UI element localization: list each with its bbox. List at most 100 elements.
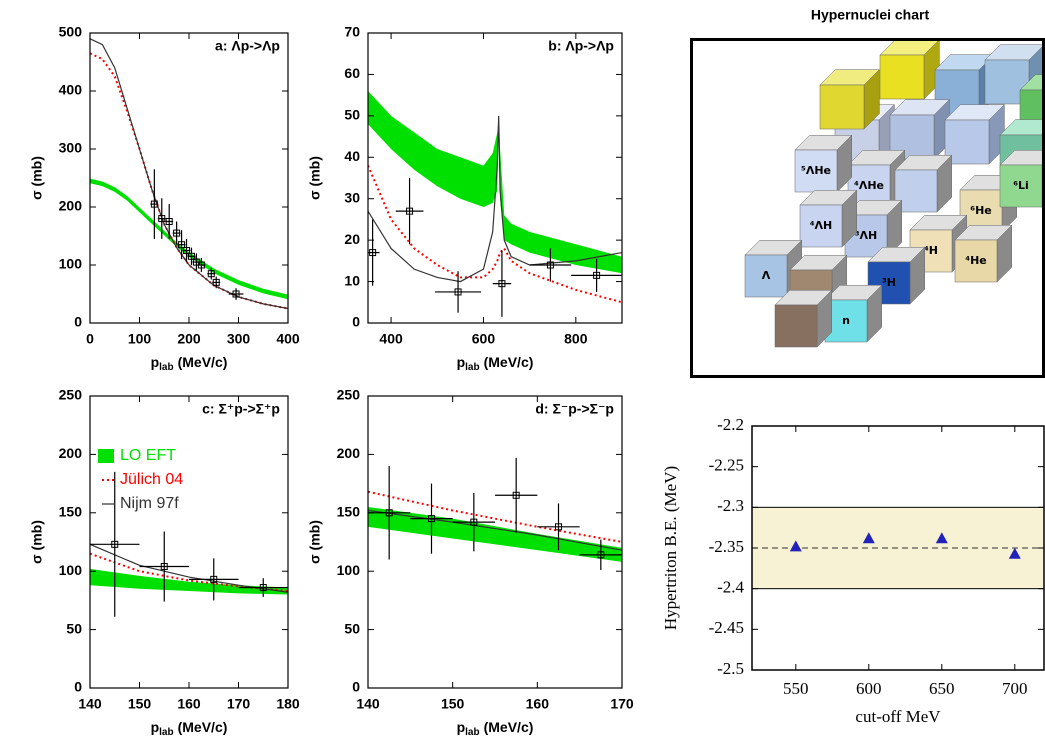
x-tick-label: 800: [564, 331, 588, 347]
plot-area: [368, 91, 622, 317]
x-label-sub: lab: [159, 727, 173, 738]
x-tick-label: 0: [86, 331, 94, 347]
x-label-unit: (MeV/c): [484, 719, 534, 735]
y-tick-label: 100: [59, 562, 83, 578]
legend-swatch: [98, 449, 114, 463]
cube-label: ⁴ΛHe: [854, 179, 884, 192]
x-tick-label: 200: [177, 331, 201, 347]
point: [498, 280, 506, 288]
plot-area: [90, 38, 288, 310]
curve: [368, 490, 622, 543]
x-axis-label: plab (MeV/c): [151, 719, 228, 738]
x-axis-label: cut-off MeV: [855, 707, 941, 726]
x-tick-label: 100: [128, 331, 152, 347]
cube-label: ⁴H: [924, 244, 938, 257]
cube-label: ⁴He: [965, 254, 986, 267]
y-tick-label: 100: [337, 562, 361, 578]
y-tick-label: 200: [337, 445, 361, 461]
x-tick-label: 170: [610, 696, 634, 712]
x-tick-label: 150: [441, 696, 465, 712]
point: [232, 290, 240, 298]
cube-label: ⁶He: [970, 204, 991, 217]
point: [593, 271, 601, 279]
cube-top: [1019, 74, 1045, 91]
cube-front: [774, 304, 818, 348]
point: [789, 540, 802, 552]
y-tick-label: 0: [352, 679, 360, 695]
point: [369, 249, 377, 257]
y-tick-label: -2.4: [717, 578, 744, 597]
cube-label: ³H: [882, 276, 896, 289]
y-axis-label: σ (mb): [307, 520, 323, 564]
point: [158, 215, 166, 223]
annotation: b: Λp->Λp: [548, 38, 614, 54]
y-tick-label: 30: [344, 189, 360, 205]
cube-front: [894, 169, 938, 213]
point: [150, 200, 158, 208]
plot-frame: [367, 395, 623, 689]
y-tick-label: 0: [352, 314, 360, 330]
x-label-unit: (MeV/c): [178, 719, 228, 735]
cube-front: [794, 149, 838, 193]
y-tick-label: 10: [344, 272, 360, 288]
curve: [368, 165, 622, 304]
cube-front: [744, 254, 788, 298]
x-tick-label: 600: [472, 331, 496, 347]
y-tick-label: 250: [337, 387, 361, 403]
plot-area: [90, 471, 288, 617]
point: [597, 551, 605, 559]
x-tick-label: 180: [276, 696, 300, 712]
point: [470, 518, 478, 526]
y-tick-label: 60: [344, 65, 360, 81]
y-tick-label: 300: [59, 140, 83, 156]
point: [173, 229, 181, 237]
legend-label: LO EFT: [120, 447, 176, 464]
x-label-symbol: p: [151, 354, 160, 370]
y-tick-label: 0: [74, 679, 82, 695]
x-tick-label: 650: [929, 679, 955, 698]
band-area: [90, 568, 288, 595]
y-tick-label: -2.35: [709, 537, 744, 556]
point: [187, 252, 195, 260]
point: [512, 491, 520, 499]
curve: [368, 509, 622, 551]
image-title: Hypernuclei chart: [811, 7, 930, 23]
panel: 140 150 160 170 0 50 100 150 200 250 d: Σ⁻p->Σ⁻p σ …: [307, 387, 634, 738]
point: [428, 515, 435, 523]
point: [183, 247, 191, 254]
y-tick-label: 150: [59, 504, 83, 520]
legend-label: Jülich 04: [120, 471, 183, 488]
y-tick-label: 200: [59, 198, 83, 214]
x-label-symbol: p: [457, 354, 466, 370]
point: [197, 261, 205, 269]
cube-label: Λ: [762, 269, 771, 282]
x-label-symbol: p: [151, 719, 160, 735]
x-tick-label: 600: [856, 679, 882, 698]
x-label-unit: (MeV/c): [178, 354, 228, 370]
y-tick-label: 50: [66, 620, 82, 636]
point: [406, 207, 414, 215]
panel: 0 100 200 300 400 0 100 200 300 400 500 a: Λp->Λp σ …: [29, 24, 300, 373]
panel: 400 600 800 0 10 20 30 40 50 60 70 b: Λp->Λp σ (mb) p…: [307, 24, 623, 373]
point: [212, 278, 220, 286]
cube-front: [954, 239, 998, 283]
cube-label: ⁵ΛHe: [801, 164, 831, 177]
x-tick-label: 400: [379, 331, 403, 347]
plot-area: [368, 457, 622, 571]
y-axis-label: Hypertriton B.E. (MeV): [661, 466, 680, 630]
y-tick-label: -2.45: [709, 618, 744, 637]
image-frame: [690, 38, 1045, 378]
y-tick-label: 40: [344, 148, 360, 164]
point: [555, 523, 562, 531]
cube-front: [959, 189, 1003, 233]
point: [1008, 547, 1021, 559]
point: [935, 532, 948, 544]
cube-label: ⁶Li: [1013, 179, 1029, 192]
y-tick-label: 70: [344, 24, 360, 40]
point: [546, 261, 554, 269]
annotation: a: Λp->Λp: [215, 38, 280, 54]
x-tick-label: 400: [276, 331, 300, 347]
cube-front: [824, 299, 868, 343]
y-tick-label: 150: [337, 504, 361, 520]
